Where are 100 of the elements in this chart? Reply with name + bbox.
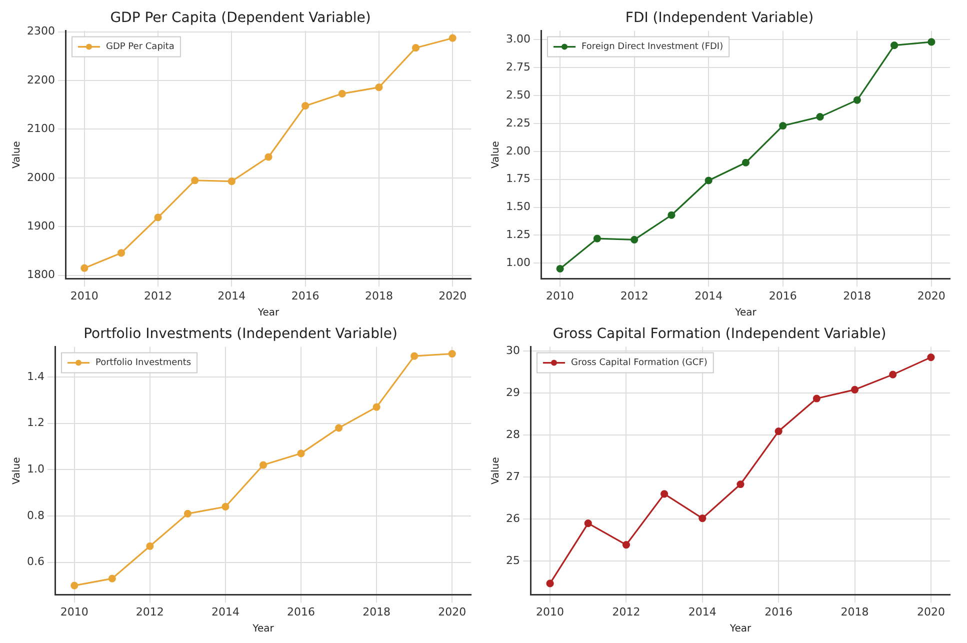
x-axis-title: Year (734, 308, 758, 319)
y-tick-label: 1.4 (26, 370, 44, 383)
x-tick-label: 2014 (688, 605, 716, 618)
y-tick-label: 2.75 (506, 60, 530, 74)
x-tick-label: 2018 (364, 289, 393, 302)
point (259, 461, 268, 469)
x-tick-label: 2016 (764, 605, 793, 618)
point (70, 582, 78, 590)
x-tick-label: 2014 (694, 289, 723, 302)
y-tick-label: 30 (506, 344, 520, 357)
point (736, 480, 744, 488)
point (372, 403, 380, 411)
y-tick-label: 1.75 (506, 172, 530, 186)
x-tick-label: 2010 (60, 605, 88, 618)
chart-title: GDP Per Capita (Dependent Variable) (110, 10, 371, 26)
point (222, 502, 230, 511)
point (334, 424, 343, 432)
point (704, 176, 712, 184)
y-tick-label: 2.00 (506, 144, 530, 158)
point (668, 211, 676, 219)
y-tick-label: 1.50 (506, 200, 530, 214)
x-tick-label: 2016 (291, 289, 320, 302)
point (412, 44, 420, 52)
y-tick-label: 2200 (26, 73, 55, 86)
y-tick-label: 1.0 (26, 462, 44, 476)
y-tick-label: 2300 (26, 24, 55, 38)
x-tick-label: 2010 (536, 605, 564, 618)
y-tick-label: 25 (506, 554, 520, 568)
point (556, 264, 564, 273)
point (184, 510, 192, 518)
y-tick-label: 2100 (26, 122, 55, 136)
x-tick-label: 2018 (843, 289, 872, 302)
point (448, 34, 456, 42)
legend-label: Foreign Direct Investment (FDI) (581, 42, 724, 52)
y-tick-label: 2000 (26, 170, 55, 184)
x-tick-label: 2020 (917, 289, 946, 302)
point (264, 153, 272, 161)
point (927, 354, 935, 362)
point (630, 236, 638, 244)
point (774, 427, 782, 436)
point (698, 514, 706, 522)
x-tick-label: 2016 (287, 605, 316, 618)
chart-title: Gross Capital Formation (Independent Variable) (552, 326, 886, 342)
y-tick-label: 26 (506, 512, 520, 525)
point (117, 249, 126, 257)
y-axis-title: Value (12, 457, 23, 485)
point (593, 234, 601, 242)
x-tick-label: 2020 (916, 605, 945, 618)
point (779, 122, 787, 130)
point (928, 38, 936, 46)
y-tick-label: 3.00 (506, 32, 530, 46)
point (742, 158, 750, 166)
y-axis-title: Value (490, 141, 502, 169)
point (660, 490, 668, 498)
x-tick-label: 2012 (136, 605, 164, 618)
chart-title: Portfolio Investments (Independent Variable) (84, 326, 398, 342)
y-axis-title: Value (12, 141, 23, 169)
x-tick-label: 2012 (144, 289, 172, 302)
point (146, 542, 154, 550)
point (448, 350, 456, 358)
y-tick-label: 1.2 (26, 416, 44, 430)
point (850, 386, 859, 394)
x-tick-label: 2010 (70, 289, 98, 302)
legend-label: Gross Capital Formation (GCF) (570, 358, 708, 368)
x-tick-label: 2014 (211, 605, 240, 618)
x-tick-label: 2012 (612, 605, 640, 618)
point (622, 540, 630, 549)
y-tick-label: 2.50 (506, 88, 530, 102)
y-tick-label: 1.00 (506, 256, 530, 270)
y-tick-label: 28 (506, 428, 520, 441)
point (228, 178, 236, 186)
x-axis-title: Year (256, 308, 280, 319)
y-tick-label: 27 (506, 470, 520, 483)
chart-title: FDI (Independent Variable) (625, 10, 814, 26)
point (816, 113, 824, 121)
point (297, 450, 305, 458)
y-tick-label: 2.25 (506, 116, 530, 130)
y-axis-title: Value (490, 457, 502, 485)
x-axis-title: Year (252, 624, 275, 635)
legend-label: Portfolio Investments (95, 358, 192, 368)
point (889, 370, 897, 378)
point (853, 96, 861, 104)
legend-label: GDP Per Capita (106, 42, 174, 52)
point (546, 580, 554, 588)
point (812, 394, 820, 402)
point (108, 574, 116, 582)
y-tick-label: 1900 (26, 220, 55, 233)
point (410, 352, 418, 360)
point (154, 214, 162, 222)
x-tick-label: 2010 (546, 289, 574, 302)
y-tick-label: 0.8 (26, 508, 44, 522)
point (80, 264, 88, 272)
point (584, 520, 592, 528)
x-axis-title: Year (728, 624, 752, 635)
point (302, 102, 310, 110)
y-tick-label: 1.25 (506, 228, 530, 242)
x-tick-label: 2012 (620, 289, 648, 302)
point (191, 176, 199, 184)
x-tick-label: 2020 (438, 289, 467, 302)
y-tick-label: 0.6 (26, 555, 44, 568)
